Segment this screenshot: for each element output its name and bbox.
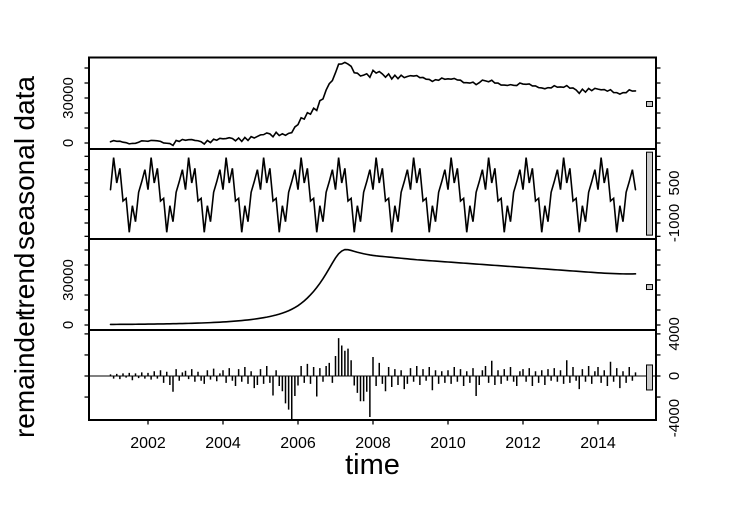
range-bar-trend (646, 284, 653, 291)
x-tick-label-2002: 2002 (130, 435, 166, 452)
panel-label-remainder: remainder (9, 312, 40, 438)
panel-label-seasonal: seasonal (9, 138, 40, 250)
x-tick-label-2010: 2010 (430, 435, 466, 452)
panel-box-seasonal (88, 148, 657, 240)
series-trend-line (109, 248, 637, 326)
y-tick-label-seasonal--1000: -1000 (666, 204, 683, 242)
x-tick-label-2004: 2004 (205, 435, 241, 452)
y-tick-label-remainder-0: 0 (666, 372, 683, 380)
y-tick-label-data-0: 0 (60, 139, 77, 147)
y-tick-label-trend-0: 0 (60, 321, 77, 329)
x-axis-title: time (345, 449, 400, 481)
y-tick-label-data-30000: 30000 (60, 77, 77, 119)
y-ticks-remainder (84, 333, 661, 398)
x-axis: 2002 2004 2006 2008 2010 2012 2014 (130, 420, 616, 452)
y-ticks-data (84, 67, 661, 144)
y-tick-label-trend-30000: 30000 (60, 259, 77, 301)
panel-label-data: data (9, 76, 40, 131)
range-bar-remainder (646, 364, 653, 391)
y-tick-label-remainder--4000: -4000 (666, 399, 683, 437)
y-ticks-seasonal (84, 155, 661, 237)
panel-trend: 0 30000 trend (9, 238, 661, 331)
series-remainder-bars (109, 338, 637, 420)
panel-seasonal: 500 -1000 seasonal (9, 138, 683, 250)
panel-label-trend: trend (9, 253, 40, 317)
series-data-line (109, 61, 637, 147)
range-bar-seasonal (646, 151, 653, 236)
x-tick-label-2014: 2014 (580, 435, 616, 452)
y-ticks-trend (84, 249, 661, 326)
y-tick-label-seasonal-500: 500 (666, 170, 683, 195)
x-tick-label-2006: 2006 (280, 435, 316, 452)
panel-data: 0 30000 data (9, 56, 661, 150)
panel-remainder: 4000 0 -4000 remainder (9, 312, 683, 438)
series-seasonal-line (109, 157, 637, 233)
panel-box-trend (88, 238, 657, 331)
range-bar-data (646, 101, 653, 107)
x-tick-label-2008: 2008 (355, 435, 391, 452)
x-tick-label-2012: 2012 (505, 435, 541, 452)
y-tick-label-remainder-4000: 4000 (666, 317, 683, 350)
